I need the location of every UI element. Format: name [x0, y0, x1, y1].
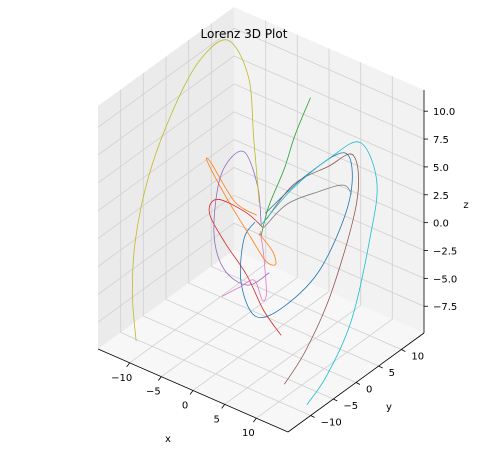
x-tick-label: −5	[146, 387, 161, 398]
y-tick-label: 10	[411, 352, 424, 363]
z-tick-label: −2.5	[433, 247, 457, 258]
y-gridline	[142, 73, 334, 400]
y-tick-mark	[378, 365, 383, 369]
y-tick-label: 5	[389, 368, 395, 379]
z-axis-label: z	[463, 200, 468, 211]
y-tick-label: −5	[343, 401, 358, 412]
x-tick-mark	[189, 390, 194, 395]
z-tick-label: −5.0	[433, 274, 457, 285]
z-gridline	[97, 167, 425, 267]
x-tick-mark	[221, 404, 225, 409]
y-axis-label: y	[386, 402, 392, 413]
trajectory-line-4	[208, 198, 282, 336]
x-tick-label: 5	[213, 414, 219, 425]
z-gridline	[97, 111, 425, 212]
z-gridline	[97, 27, 425, 128]
trajectory-line-5	[213, 150, 270, 286]
gridlines	[97, 20, 425, 419]
x-tick-mark	[253, 417, 257, 423]
z-tick-label: 10.0	[433, 107, 455, 118]
tick-labels: −10−50510−10−5051010.07.55.02.50.0−2.5−5…	[111, 107, 457, 439]
x-tick-label: 10	[242, 428, 255, 439]
trajectory-line-3	[260, 97, 311, 237]
z-gridline	[97, 222, 425, 323]
z-gridline	[97, 139, 425, 239]
z-gridline	[97, 83, 425, 184]
trajectory-line-6	[266, 153, 359, 385]
y-gridline	[188, 40, 379, 367]
y-tick-mark	[333, 398, 338, 402]
z-gridline	[97, 194, 425, 295]
y-tick-mark	[355, 382, 361, 385]
trajectory-line-7	[221, 230, 267, 302]
y-tick-mark	[401, 349, 406, 352]
x-tick-label: −10	[111, 373, 132, 384]
z-tick-label: 0.0	[433, 219, 449, 230]
x-axis-label: x	[165, 434, 171, 445]
trajectory-line-2	[205, 157, 277, 266]
y-gridline	[165, 56, 357, 383]
y-gridline	[210, 23, 402, 350]
z-tick-label: 7.5	[433, 135, 449, 146]
y-tick-label: 0	[366, 385, 372, 396]
x-tick-mark	[126, 362, 130, 368]
y-gridline	[120, 89, 311, 416]
x-tick-label: 0	[182, 401, 188, 412]
z-tick-label: 2.5	[433, 191, 449, 202]
trajectory-line-8	[132, 39, 260, 342]
x-tick-mark	[158, 376, 162, 381]
chart-title: Lorenz 3D Plot	[201, 27, 288, 41]
trajectory-line-9	[260, 141, 378, 405]
trajectories	[132, 39, 378, 405]
y-tick-label: −10	[321, 418, 342, 429]
z-tick-label: −7.5	[433, 302, 457, 313]
z-tick-label: 5.0	[433, 163, 449, 174]
z-gridline	[97, 55, 425, 156]
y-tick-mark	[310, 415, 315, 418]
trajectory-line-10	[263, 184, 352, 228]
